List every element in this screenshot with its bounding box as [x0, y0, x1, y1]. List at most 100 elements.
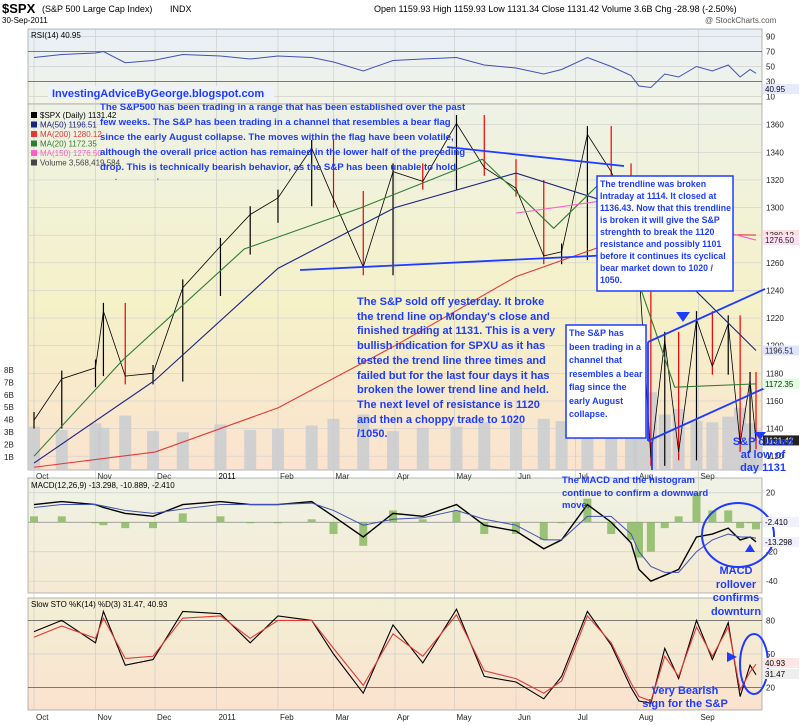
volume-bar [722, 416, 735, 470]
price-tick-label: 1320 [766, 176, 784, 185]
macd-histogram-bar [57, 516, 66, 523]
volume-tick-label: 1B [4, 453, 14, 462]
macd-circle [701, 502, 775, 568]
sto-month-label: Apr [397, 713, 410, 722]
macd-histogram-bar [634, 522, 643, 558]
price-tick-label: 1140 [766, 425, 784, 434]
sto-month-label: Jul [578, 713, 588, 722]
macd-histogram-bar [329, 522, 338, 535]
arrow-channel-top [676, 312, 690, 322]
annotation-channel-box [565, 324, 647, 439]
macd-histogram-bar [178, 513, 187, 523]
channel-bottom [647, 387, 766, 442]
volume-bar [176, 432, 189, 470]
volume-bar [305, 425, 318, 470]
annotation-trendline-box [596, 175, 734, 292]
annotation-closed-low: S&P closed at low of day 1131 [732, 436, 794, 474]
macd-tick-label: -20 [766, 548, 778, 557]
volume-tick-label: 2B [4, 440, 14, 449]
macd-badge-bg2 [763, 537, 799, 547]
volume-bar [28, 426, 40, 470]
volume-bar [416, 427, 429, 470]
volume-tick-label: 3B [4, 428, 14, 437]
sto-month-label: May [457, 713, 472, 722]
price-month-label: Feb [280, 472, 294, 481]
price-badge: 1276.50 [765, 236, 794, 245]
price-badge-bg [763, 435, 799, 446]
macd-histogram-bar [273, 522, 282, 524]
macd-label: MACD(12,26,9) -13.298, -10.889, -2.410 [31, 481, 175, 490]
price-month-label: Dec [157, 472, 171, 481]
macd-badge-signal: -2.410 [765, 518, 788, 527]
macd-histogram-bar [246, 522, 255, 524]
macd-histogram-bar [389, 510, 398, 523]
price-month-label: 2011 [218, 472, 236, 481]
volume-bar [357, 414, 370, 470]
macd-signal-line [33, 502, 757, 573]
price-tick-label: 1240 [766, 286, 784, 295]
arrow-sto [727, 652, 737, 662]
sto-badge-bg2 [763, 669, 799, 679]
macd-histogram-bar [557, 522, 566, 524]
upper-trendline [446, 146, 625, 167]
rsi-tick-label: 30 [766, 78, 775, 87]
macd-histogram-bar [149, 522, 158, 529]
sto-badge-bg [763, 658, 799, 668]
volume-tick-label: 5B [4, 403, 14, 412]
legend-entry: MA(50) 1196.51 [40, 121, 97, 130]
price-badge-bg [763, 235, 799, 246]
rsi-tick-label: 90 [766, 33, 775, 42]
arrow-close [754, 432, 766, 440]
sto-tick-label: 80 [766, 616, 775, 625]
sto-month-label: Dec [157, 713, 171, 722]
volume-bar [271, 428, 284, 470]
annotation-sold-off: The S&P sold off yesterday. It broke the… [357, 296, 556, 441]
macd-histogram-bar [121, 522, 130, 529]
price-badge-bg [763, 345, 799, 356]
volume-tick-label: 7B [4, 378, 14, 387]
website-banner-bg [48, 86, 274, 99]
legend-entry: MA(150) 1276.50 [40, 149, 102, 158]
volume-tick-label: 8B [4, 366, 14, 375]
macd-histogram-bar [660, 522, 669, 529]
macd-histogram-bar [627, 522, 636, 540]
volume-bar [478, 422, 491, 470]
macd-histogram-bar [724, 510, 733, 523]
sto-month-label: 2011 [218, 713, 236, 722]
arrows [676, 312, 766, 662]
macd-histogram-bar [99, 522, 108, 526]
price-month-label: Apr [397, 472, 410, 481]
volume-tick-label: 4B [4, 416, 14, 425]
rsi-tick-label: 70 [766, 48, 775, 57]
chart-stats: Open 1159.93 High 1159.93 Low 1131.34 Cl… [374, 4, 737, 14]
legend-entry: $SPX (Daily) 1131.42 [40, 111, 117, 120]
price-month-label: Jul [578, 472, 588, 481]
legend-swatch [31, 159, 37, 166]
annotation-trendline: The trendline was broken Intraday at 111… [600, 179, 732, 285]
price-badge: 1131.42 [765, 436, 794, 445]
volume-bar [244, 430, 257, 470]
chart-date: 30-Sep-2011 [2, 16, 48, 25]
legend-entry: MA(20) 1172.35 [40, 140, 97, 149]
annotation-macd-rollover: MACD rollover confirms downturn [710, 565, 762, 618]
macd-histogram-bar [359, 522, 368, 546]
macd-histogram-bar [708, 510, 717, 523]
volume-bar [119, 415, 132, 470]
rsi-label: RSI(14) 40.95 [31, 31, 81, 40]
macd-histogram-bar [736, 522, 745, 529]
rsi-badge-bg [763, 84, 799, 94]
rsi-tick-label: 10 [766, 93, 775, 102]
rsi-tick-label: 50 [766, 63, 775, 72]
annotation-channel: The S&P has been trading in a channel th… [569, 328, 643, 419]
annotation-intro: The S&P500 has been trading in a range t… [100, 102, 466, 180]
sto-month-label: Nov [97, 713, 111, 722]
sto-badge-k: 31.47 [765, 670, 786, 679]
legend-swatch [31, 150, 37, 156]
legend-swatch [31, 131, 37, 137]
price-tick-label: 1300 [766, 204, 784, 213]
volume-bar [706, 422, 719, 470]
macd-histogram-bar [511, 522, 520, 535]
macd-histogram-bar [307, 519, 316, 523]
chart-name: (S&P 500 Large Cap Index) [42, 4, 152, 14]
arrow-macd [745, 544, 755, 552]
